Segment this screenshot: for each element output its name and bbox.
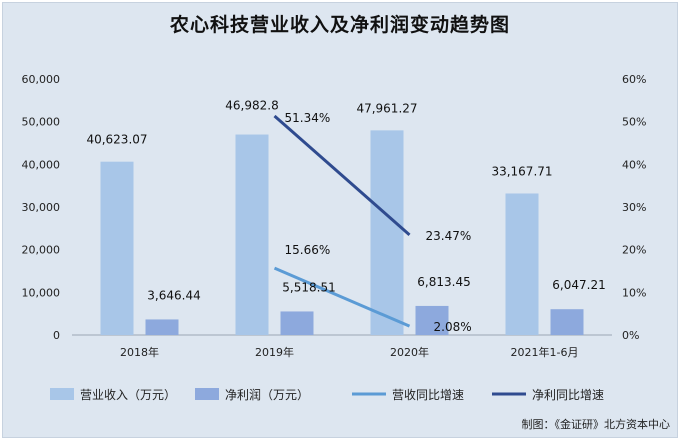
profit-data-label: 6,047.21 xyxy=(552,278,605,292)
y-left-tick-label: 50,000 xyxy=(22,116,61,129)
profit-bar xyxy=(415,305,449,335)
profit-bar xyxy=(550,309,584,335)
y-right-tick-label: 60% xyxy=(622,73,646,86)
x-tick-label: 2018年 xyxy=(120,345,159,359)
revenue-growth-line xyxy=(273,266,411,328)
chart-title: 农心科技营业收入及净利润变动趋势图 xyxy=(169,14,510,36)
y-right-tick-label: 30% xyxy=(622,201,646,214)
revenue-data-label: 33,167.71 xyxy=(491,164,552,178)
x-tick-label: 2019年 xyxy=(255,345,294,359)
y-right-tick-label: 50% xyxy=(622,116,646,129)
profit-data-label: 3,646.44 xyxy=(147,288,200,302)
y-right-tick-label: 0% xyxy=(622,329,639,342)
legend-label: 净利同比增速 xyxy=(532,388,604,402)
revenue-bar xyxy=(505,193,539,335)
profit-bar xyxy=(280,311,314,335)
revenue-bar xyxy=(235,134,269,335)
legend-label: 净利润（万元） xyxy=(225,388,309,402)
profit-bar xyxy=(145,319,179,335)
profit-growth-label: 23.47% xyxy=(426,229,472,243)
legend-label: 营收同比增速 xyxy=(392,388,464,402)
y-right-tick-label: 20% xyxy=(622,244,646,257)
profit-data-label: 5,518.51 xyxy=(282,280,335,294)
profit-growth-label: 51.34% xyxy=(285,111,331,125)
y-left-tick-label: 20,000 xyxy=(22,244,61,257)
x-tick-label: 2020年 xyxy=(390,345,429,359)
legend-swatch xyxy=(195,388,219,400)
y-left-tick-label: 10,000 xyxy=(22,286,61,299)
profit-growth-line xyxy=(273,114,411,236)
revenue-growth-label: 2.08% xyxy=(434,320,472,334)
revenue-data-label: 46,982.8 xyxy=(225,99,278,113)
revenue-data-label: 40,623.07 xyxy=(86,133,147,147)
revenue-growth-label: 15.66% xyxy=(285,243,331,257)
revenue-bar xyxy=(100,161,134,335)
y-right-tick-label: 10% xyxy=(622,286,646,299)
profit-data-label: 6,813.45 xyxy=(417,275,470,289)
y-left-tick-label: 60,000 xyxy=(22,73,61,86)
revenue-data-label: 47,961.27 xyxy=(356,101,417,115)
revenue-bar xyxy=(370,130,404,335)
legend-label: 营业收入（万元） xyxy=(80,388,176,402)
legend-swatch xyxy=(50,388,74,400)
y-left-tick-label: 30,000 xyxy=(22,201,61,214)
y-left-tick-label: 40,000 xyxy=(22,158,61,171)
y-left-tick-label: 0 xyxy=(53,329,60,342)
y-right-tick-label: 40% xyxy=(622,158,646,171)
x-tick-label: 2021年1-6月 xyxy=(511,345,579,359)
source-credit: 制图：《金证研》北方资本中心 xyxy=(521,418,671,431)
